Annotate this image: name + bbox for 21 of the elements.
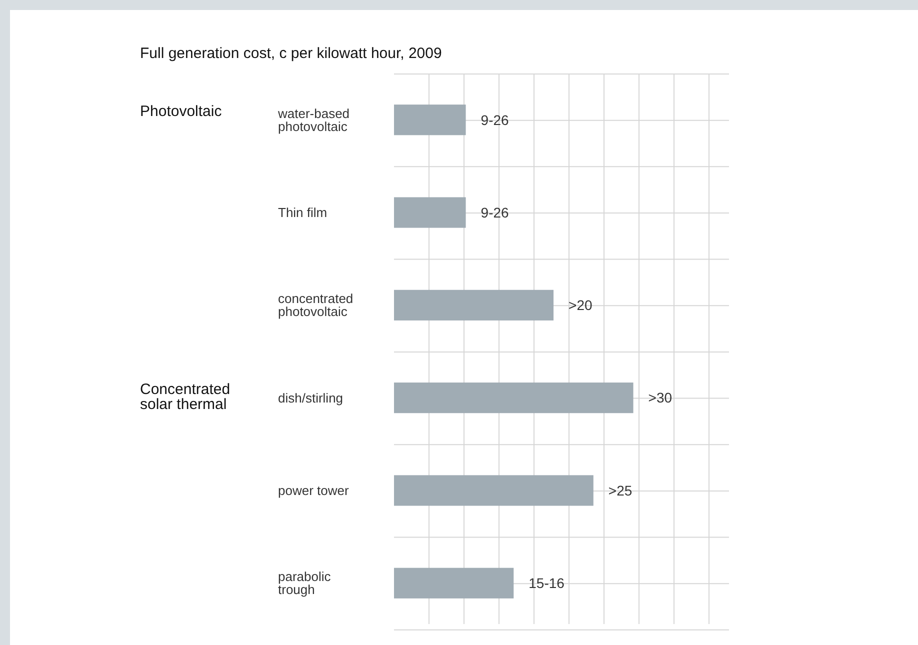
- y-tick-label: water-based photovoltaic: [277, 106, 350, 134]
- data-label: >25: [608, 482, 632, 498]
- y-tick-label: power tower: [278, 483, 350, 498]
- y-tick-label: dish/stirling: [278, 390, 344, 406]
- data-label: >20: [568, 297, 592, 314]
- data-label: 15-16: [528, 575, 565, 592]
- bar: [394, 568, 514, 598]
- y-tick-label: parabolic trough: [278, 569, 332, 598]
- data-label: >30: [648, 390, 672, 406]
- text: Concentrated solar thermal: [140, 380, 230, 413]
- bar: [394, 475, 594, 506]
- y-tick-label: Thin film: [278, 205, 328, 220]
- bar: [394, 104, 466, 136]
- bar: [394, 197, 466, 228]
- bar: [394, 290, 554, 320]
- text: Photovoltaic: [140, 102, 222, 120]
- data-label: 9-26: [480, 112, 510, 128]
- y-tick-label: concentrated photovoltaic: [278, 291, 354, 320]
- data-label: 9-26: [480, 204, 510, 220]
- bar: [394, 382, 634, 414]
- chart-title: Full generation cost, c per kilowatt hour, 2009: [140, 45, 442, 62]
